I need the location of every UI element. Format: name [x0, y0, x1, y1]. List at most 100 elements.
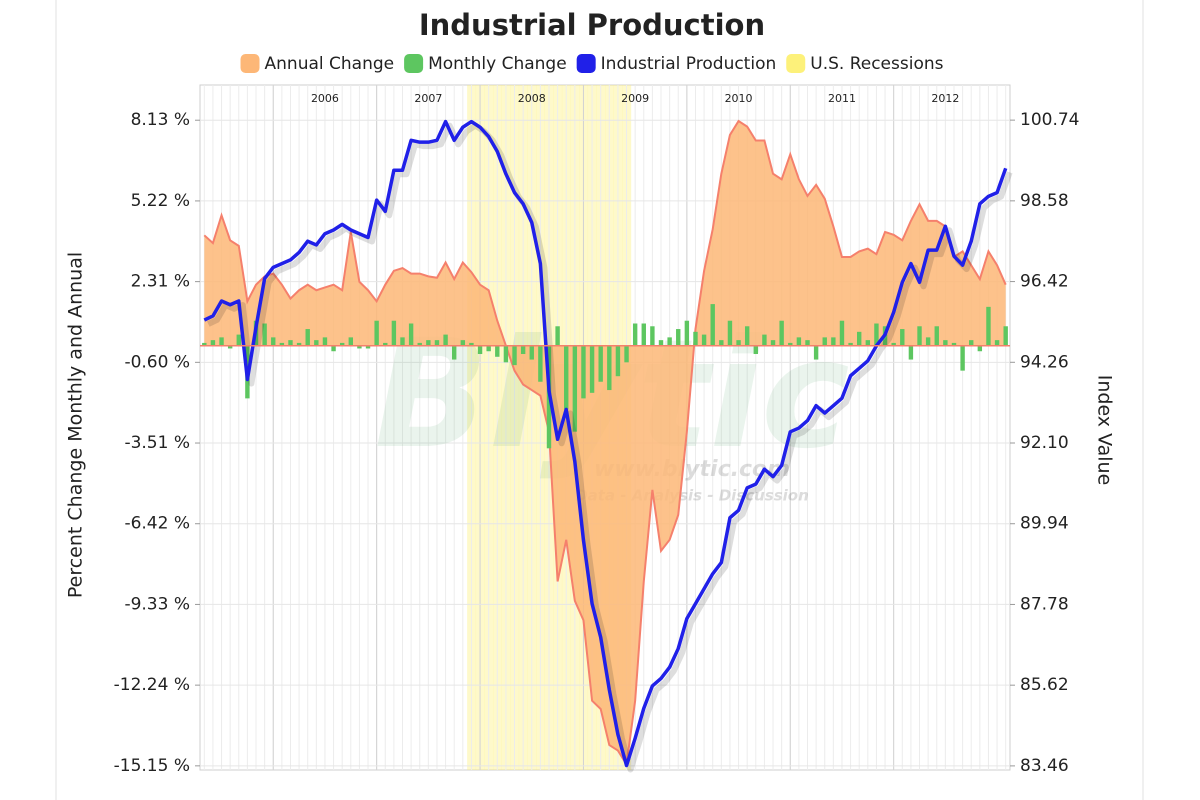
bar: [1003, 326, 1008, 346]
bar: [753, 345, 758, 355]
y2-tick-label: 94.26: [1020, 352, 1069, 372]
y-tick-label: -9.33 %: [124, 594, 190, 614]
bar: [426, 340, 431, 346]
y-tick-label: -12.24 %: [114, 675, 190, 695]
x-tick-label: 2010: [725, 92, 753, 105]
bar: [486, 345, 491, 352]
bar: [969, 340, 974, 346]
y-tick-label: -0.60 %: [124, 352, 190, 372]
bar: [452, 345, 457, 360]
bar: [589, 345, 595, 393]
y2-tick-label: 100.74: [1020, 110, 1079, 130]
bar: [529, 345, 534, 360]
x-tick-label: 2008: [518, 92, 546, 105]
bar: [977, 345, 983, 352]
bar: [994, 340, 1000, 346]
bar: [701, 334, 707, 346]
bar: [520, 345, 526, 355]
y-tick-label: 2.31 %: [131, 272, 190, 292]
bar: [305, 329, 310, 346]
y2-tick-label: 85.62: [1020, 675, 1069, 695]
legend-label: Monthly Change: [428, 54, 567, 74]
legend-label: Annual Change: [265, 54, 395, 74]
bar: [796, 337, 802, 346]
y-tick-label: -15.15 %: [114, 756, 190, 776]
bar: [210, 340, 216, 346]
y2-axis-label: Index Value: [1094, 375, 1116, 486]
bar: [296, 342, 302, 346]
bar: [917, 326, 922, 346]
bar: [658, 340, 664, 346]
bar: [348, 337, 353, 346]
bar: [598, 345, 603, 382]
y2-tick-label: 89.94: [1020, 514, 1069, 534]
line-shadow: [207, 122, 1013, 773]
bar: [874, 323, 879, 346]
x-tick-label: 2012: [931, 92, 959, 105]
bar: [434, 340, 440, 346]
bar: [538, 345, 543, 382]
bar: [744, 326, 750, 346]
bar: [271, 337, 276, 346]
bar: [641, 323, 646, 346]
bar: [357, 345, 362, 349]
bar: [848, 342, 853, 346]
legend: Annual Change Monthly Change Industrial Pr…: [240, 54, 944, 74]
bar: [891, 342, 896, 346]
bar: [227, 345, 233, 349]
bar: [900, 329, 905, 346]
x-tick-label: 2006: [311, 92, 339, 105]
bar: [925, 337, 931, 346]
bar: [262, 323, 267, 346]
y2-tick-label: 83.46: [1020, 756, 1069, 776]
legend-label: U.S. Recessions: [810, 54, 943, 74]
bar: [219, 337, 224, 346]
bar: [788, 342, 793, 346]
legend-label: Industrial Production: [601, 54, 777, 74]
bar: [512, 345, 517, 366]
bar: [762, 334, 767, 346]
bar: [805, 340, 810, 346]
bar: [624, 345, 629, 363]
bar: [667, 337, 672, 346]
bar: [632, 323, 638, 346]
bar: [417, 342, 422, 346]
bar: [339, 342, 345, 346]
y-axis-label: Percent Change Monthly and Annual: [65, 252, 87, 598]
bar: [684, 320, 690, 346]
bar: [331, 345, 336, 352]
bar: [288, 340, 293, 346]
y-tick-label: -6.42 %: [124, 514, 190, 534]
line: [203, 119, 1008, 768]
x-tick-label: 2007: [414, 92, 442, 105]
bar: [822, 337, 827, 346]
bar: [581, 345, 586, 399]
legend-swatch: [240, 54, 260, 73]
legend-swatch: [576, 54, 596, 73]
bar: [813, 345, 819, 360]
bar: [383, 342, 388, 346]
bar: [443, 334, 448, 346]
bar: [770, 340, 776, 346]
bar: [615, 345, 621, 377]
bar: [857, 331, 862, 346]
bar: [607, 345, 612, 391]
bar: [710, 304, 715, 346]
bar: [202, 342, 207, 346]
bar: [779, 320, 784, 346]
bar: [279, 342, 285, 346]
bar: [365, 345, 371, 349]
bar: [408, 323, 414, 346]
bar: [693, 331, 698, 346]
bar: [469, 342, 474, 346]
bar: [477, 345, 483, 355]
y2-tick-label: 92.10: [1020, 433, 1069, 453]
y-tick-label: 8.13 %: [131, 110, 190, 130]
bar: [736, 340, 741, 346]
bar: [391, 320, 397, 346]
bar: [322, 337, 328, 346]
bar: [727, 320, 733, 346]
bar: [719, 340, 724, 346]
